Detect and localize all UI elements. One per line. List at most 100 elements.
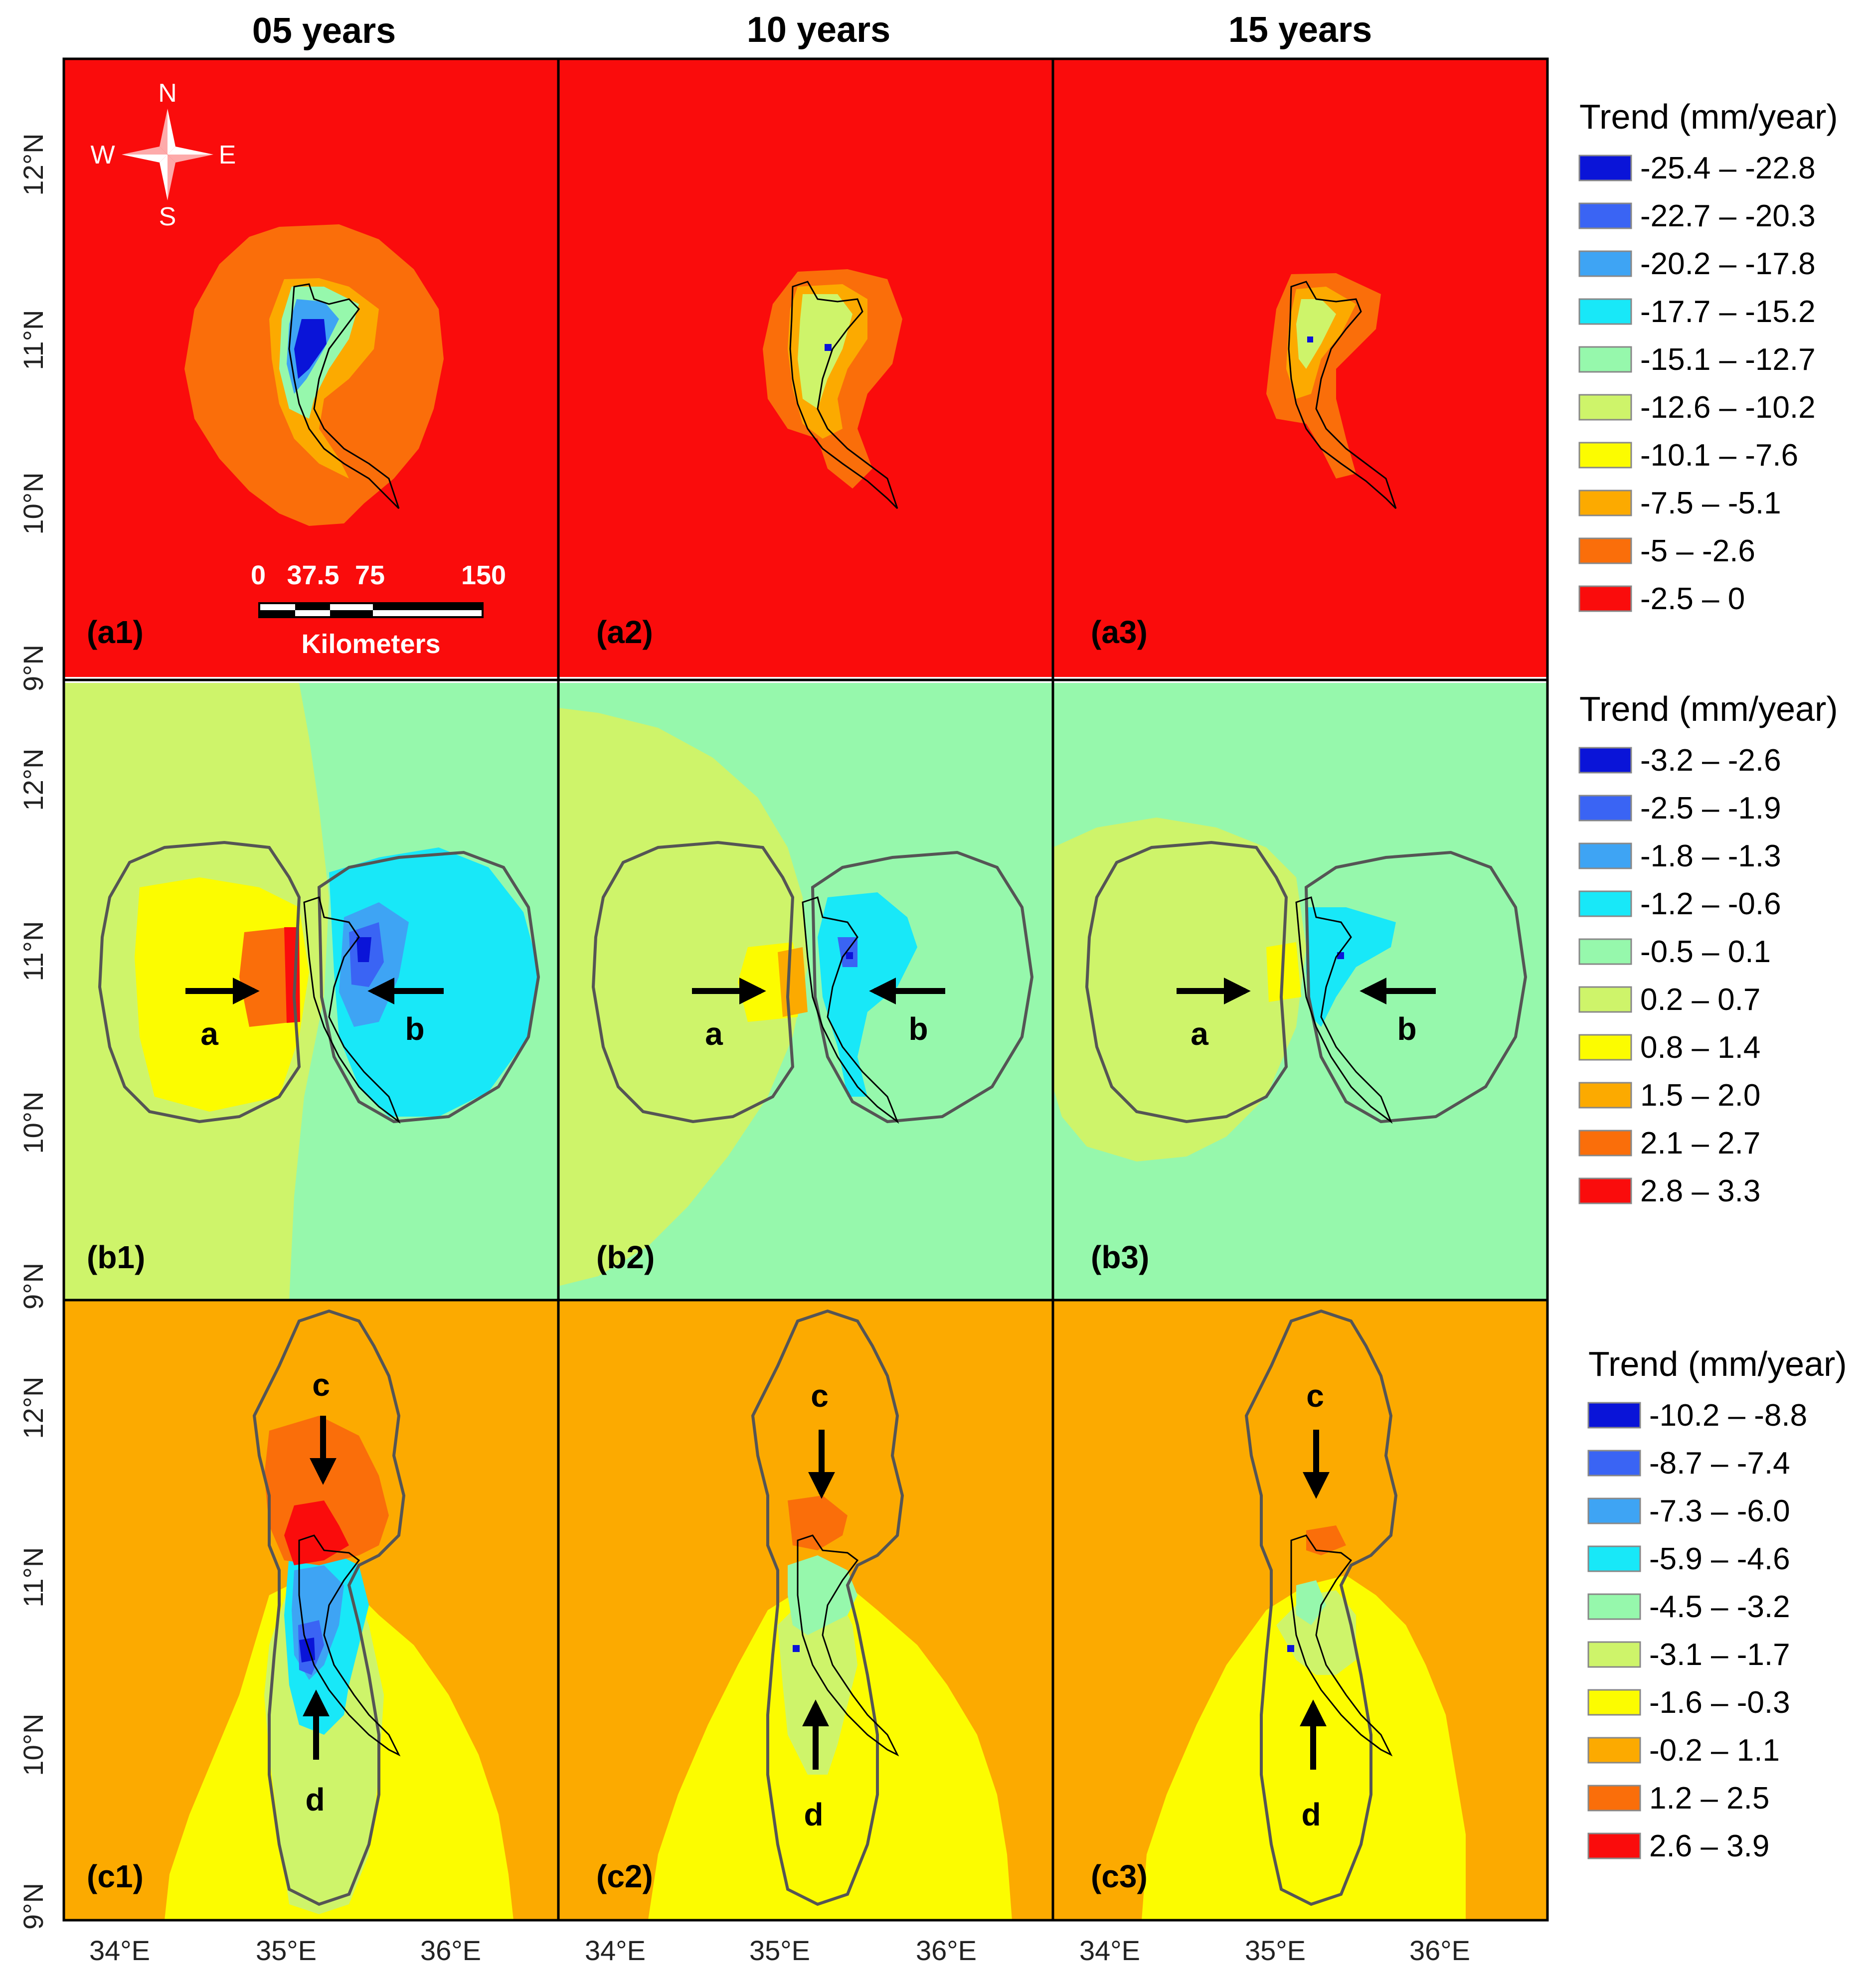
lat-tick-b-11: 11°N [17, 921, 49, 982]
legend-2: Trend (mm/year) -3.2 – -2.6 -2.5 – -1.9 -1.… [1578, 689, 1838, 1208]
panel-label-c3: (c3) [1091, 1858, 1148, 1894]
label-c-c2: c [811, 1378, 829, 1414]
legend-swatch [1578, 155, 1632, 181]
legend-item-label: -1.2 – -0.6 [1640, 887, 1781, 921]
lon-tick-1-36: 36°E [420, 1935, 481, 1966]
legend-swatch [1578, 986, 1632, 1013]
legend-swatch [1587, 1402, 1641, 1429]
legend-item-label: -7.5 – -5.1 [1640, 486, 1781, 520]
panel-label-c1: (c1) [87, 1858, 144, 1894]
lon-tick-2-36: 36°E [916, 1935, 977, 1966]
panel-b3 [1053, 683, 1547, 1300]
label-d-c1: d [305, 1782, 325, 1818]
lat-tick-c-11: 11°N [17, 1547, 49, 1608]
legend-3: Trend (mm/year) -10.2 – -8.8 -8.7 – -7.4 -7… [1587, 1344, 1847, 1863]
legend-item-label: -22.7 – -20.3 [1640, 199, 1816, 233]
legend-swatch [1578, 1034, 1632, 1061]
scale-label-75: 75 [355, 560, 385, 590]
compass-n: N [158, 79, 177, 108]
lat-tick-a-10: 10°N [17, 472, 49, 534]
arrows-row-c [303, 1416, 1330, 1770]
legend-title: Trend (mm/year) [1579, 689, 1838, 728]
legend-swatch [1587, 1689, 1641, 1716]
legend-item-label: -17.7 – -15.2 [1640, 295, 1816, 329]
legend-item-label: -1.8 – -1.3 [1640, 839, 1781, 873]
compass-w: W [90, 141, 115, 169]
legend-item-label: 1.2 – 2.5 [1649, 1781, 1769, 1816]
panel-c1 [64, 1300, 558, 1920]
panel-a3 [1053, 59, 1547, 677]
latitude-ticks: 12°N 11°N 10°N 9°N 12°N 11°N 10°N 9°N 12… [17, 133, 49, 1930]
legend-item-label: -0.2 – 1.1 [1649, 1733, 1780, 1768]
label-a-b1: a [200, 1016, 218, 1052]
panel-label-a2: (a2) [596, 614, 653, 650]
scale-bar: 0 37.5 75 150 Kilometers [251, 560, 506, 659]
panel-b1 [64, 683, 558, 1300]
panel-b2 [558, 683, 1053, 1300]
lon-tick-2-35: 35°E [749, 1935, 810, 1966]
legend-item-label: -3.2 – -2.6 [1640, 743, 1781, 778]
lon-tick-1-35: 35°E [256, 1935, 317, 1966]
panel-frames [62, 57, 1549, 1922]
label-a-b2: a [705, 1016, 723, 1052]
legend-swatch [1578, 537, 1632, 564]
longitude-ticks: 34°E 35°E 36°E 34°E 35°E 36°E 34°E 35°E … [89, 1935, 1470, 1966]
legend-item-label: 2.8 – 3.3 [1640, 1174, 1760, 1208]
legend-swatch [1578, 250, 1632, 277]
legend-item-label: -3.1 – -1.7 [1649, 1638, 1790, 1672]
column-title-2: 10 years [747, 10, 890, 50]
scale-label-0: 0 [251, 560, 266, 590]
scale-label-150: 150 [461, 560, 506, 590]
legend-item-label: -4.5 – -3.2 [1649, 1590, 1790, 1624]
scale-label-37-5: 37.5 [287, 560, 339, 590]
lat-tick-b-12: 12°N [17, 748, 49, 811]
panel-label-c2: (c2) [596, 1858, 653, 1894]
lon-tick-1-34: 34°E [89, 1935, 150, 1966]
legend-item-label: 2.6 – 3.9 [1649, 1829, 1769, 1863]
lat-tick-c-10: 10°N [17, 1713, 49, 1776]
legend-swatch [1587, 1785, 1641, 1812]
panel-a1 [64, 59, 558, 677]
legend-item-label: -2.5 – 0 [1640, 582, 1745, 616]
legend-item-label: 1.5 – 2.0 [1640, 1078, 1760, 1113]
lat-tick-c-9: 9°N [17, 1883, 49, 1930]
legend-swatch [1578, 1082, 1632, 1109]
label-c-c3: c [1306, 1378, 1324, 1414]
legend-item-label: -10.1 – -7.6 [1640, 438, 1798, 473]
label-a-b3: a [1191, 1016, 1208, 1052]
legend-swatch [1578, 890, 1632, 917]
legend-swatch [1587, 1545, 1641, 1572]
legend-swatch [1578, 394, 1632, 421]
lat-tick-a-12: 12°N [17, 133, 49, 195]
lat-tick-b-10: 10°N [17, 1091, 49, 1154]
legend-item-label: -7.3 – -6.0 [1649, 1494, 1790, 1528]
legend-swatch [1587, 1450, 1641, 1477]
legend-item-label: -25.4 – -22.8 [1640, 151, 1816, 185]
legend-swatch [1578, 442, 1632, 469]
legend-item-label: -0.5 – 0.1 [1640, 935, 1771, 969]
legend-item-label: -15.1 – -12.7 [1640, 342, 1816, 377]
label-b-b3: b [1397, 1011, 1416, 1047]
lon-tick-3-36: 36°E [1409, 1935, 1470, 1966]
column-title-1: 05 years [252, 11, 396, 51]
legend-swatch [1578, 1177, 1632, 1204]
scale-unit: Kilometers [301, 629, 440, 659]
panel-c2 [558, 1300, 1053, 1920]
legend-item-label: -5.9 – -4.6 [1649, 1542, 1790, 1576]
lat-tick-a-11: 11°N [17, 310, 49, 370]
legend-swatch [1578, 202, 1632, 229]
legend-swatch [1578, 490, 1632, 516]
legend-item-label: 2.1 – 2.7 [1640, 1126, 1760, 1160]
lat-tick-a-9: 9°N [17, 645, 49, 691]
label-b-b2: b [908, 1011, 928, 1047]
compass-rose: N S E W [90, 79, 236, 231]
legend-swatch [1587, 1593, 1641, 1620]
label-d-c3: d [1301, 1797, 1321, 1832]
panel-label-b2: (b2) [596, 1239, 655, 1275]
lat-tick-c-12: 12°N [17, 1376, 49, 1439]
panel-c3 [1053, 1300, 1547, 1920]
legend-item-label: -20.2 – -17.8 [1640, 247, 1816, 281]
legend-title: Trend (mm/year) [1588, 1344, 1847, 1383]
legend-swatch [1578, 938, 1632, 965]
label-c-c1: c [312, 1367, 330, 1403]
